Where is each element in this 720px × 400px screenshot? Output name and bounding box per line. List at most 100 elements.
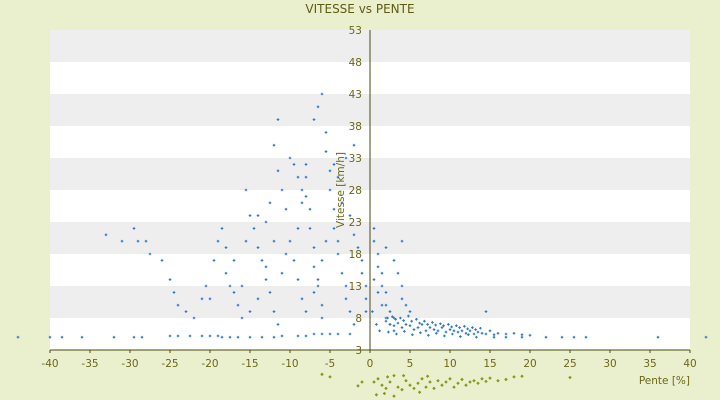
data-point bbox=[248, 214, 252, 217]
data-point bbox=[300, 201, 304, 205]
secondary-point bbox=[496, 378, 500, 383]
data-point bbox=[240, 316, 244, 320]
x-axis-label: Pente [%] bbox=[639, 375, 690, 387]
data-point bbox=[404, 323, 408, 326]
data-point bbox=[415, 317, 418, 321]
data-point bbox=[434, 323, 437, 327]
data-point bbox=[384, 303, 388, 307]
data-point bbox=[244, 188, 248, 192]
data-point bbox=[340, 201, 344, 205]
data-point bbox=[348, 332, 352, 336]
data-point bbox=[324, 239, 328, 243]
data-point bbox=[439, 322, 442, 326]
data-point bbox=[240, 284, 244, 288]
data-point bbox=[348, 310, 352, 313]
data-point bbox=[396, 321, 400, 325]
data-point bbox=[392, 324, 396, 327]
data-point bbox=[356, 246, 360, 249]
secondary-point bbox=[420, 377, 424, 381]
data-point bbox=[324, 131, 328, 134]
data-point bbox=[160, 259, 164, 262]
data-point bbox=[584, 335, 588, 339]
data-point bbox=[479, 326, 482, 330]
x-tick-label: 35 bbox=[643, 358, 656, 370]
data-point bbox=[420, 323, 424, 326]
data-point bbox=[436, 329, 440, 333]
data-point bbox=[208, 297, 212, 301]
data-point bbox=[427, 333, 430, 337]
data-point bbox=[220, 335, 224, 339]
secondary-point bbox=[401, 373, 406, 378]
x-tick-label: -10 bbox=[281, 358, 298, 370]
data-point bbox=[168, 334, 172, 338]
secondary-point bbox=[428, 380, 432, 384]
data-point bbox=[136, 239, 140, 243]
secondary-point bbox=[388, 380, 392, 384]
data-point bbox=[376, 265, 380, 269]
data-point bbox=[316, 284, 320, 288]
data-point bbox=[312, 291, 316, 294]
data-point bbox=[288, 239, 292, 243]
data-point bbox=[220, 227, 224, 230]
data-point bbox=[304, 310, 308, 313]
data-point bbox=[402, 319, 405, 322]
x-tick-label: -25 bbox=[161, 358, 178, 370]
x-tick-label: -20 bbox=[201, 358, 218, 370]
data-point bbox=[408, 324, 412, 327]
secondary-point bbox=[456, 381, 460, 386]
secondary-point bbox=[488, 376, 492, 380]
y-tick-label: 33 bbox=[349, 153, 362, 165]
secondary-point bbox=[476, 381, 480, 386]
secondary-point bbox=[460, 377, 464, 382]
data-point bbox=[224, 246, 228, 249]
data-point bbox=[463, 325, 466, 328]
data-point bbox=[572, 335, 576, 339]
data-point bbox=[399, 316, 402, 320]
data-point bbox=[704, 335, 708, 339]
x-tick-label: 0 bbox=[367, 358, 374, 370]
data-point bbox=[396, 271, 400, 275]
secondary-point bbox=[392, 373, 396, 378]
data-point bbox=[332, 163, 336, 166]
data-point bbox=[480, 332, 484, 335]
data-point bbox=[288, 156, 292, 160]
secondary-point bbox=[448, 377, 452, 381]
data-point bbox=[296, 278, 300, 281]
data-point bbox=[459, 335, 462, 338]
data-point bbox=[471, 326, 474, 329]
y-tick-label: 38 bbox=[349, 121, 362, 133]
data-point bbox=[336, 332, 340, 336]
data-point bbox=[308, 227, 312, 230]
y-tick-label: 8 bbox=[355, 313, 362, 325]
data-point bbox=[372, 227, 376, 230]
data-point bbox=[475, 335, 478, 339]
data-point bbox=[236, 303, 240, 307]
data-point bbox=[364, 284, 368, 288]
data-point bbox=[324, 150, 328, 153]
data-point bbox=[419, 331, 422, 335]
data-point bbox=[264, 278, 268, 281]
data-point bbox=[292, 259, 296, 262]
secondary-point bbox=[504, 377, 508, 382]
data-point bbox=[467, 333, 470, 336]
data-point bbox=[332, 207, 336, 211]
data-point bbox=[320, 332, 324, 336]
data-point bbox=[392, 329, 396, 333]
data-point bbox=[360, 271, 364, 275]
data-point bbox=[144, 239, 148, 243]
data-point bbox=[423, 319, 426, 323]
data-point bbox=[448, 328, 452, 331]
data-point bbox=[308, 207, 312, 211]
secondary-point bbox=[382, 391, 387, 396]
data-point bbox=[394, 317, 397, 321]
data-point bbox=[384, 246, 388, 249]
data-point bbox=[344, 297, 348, 301]
data-point bbox=[316, 278, 320, 281]
data-point bbox=[416, 326, 420, 329]
data-point bbox=[400, 239, 404, 243]
data-point bbox=[208, 334, 212, 338]
data-point bbox=[348, 214, 352, 217]
data-point bbox=[224, 271, 228, 275]
data-point bbox=[360, 259, 364, 262]
